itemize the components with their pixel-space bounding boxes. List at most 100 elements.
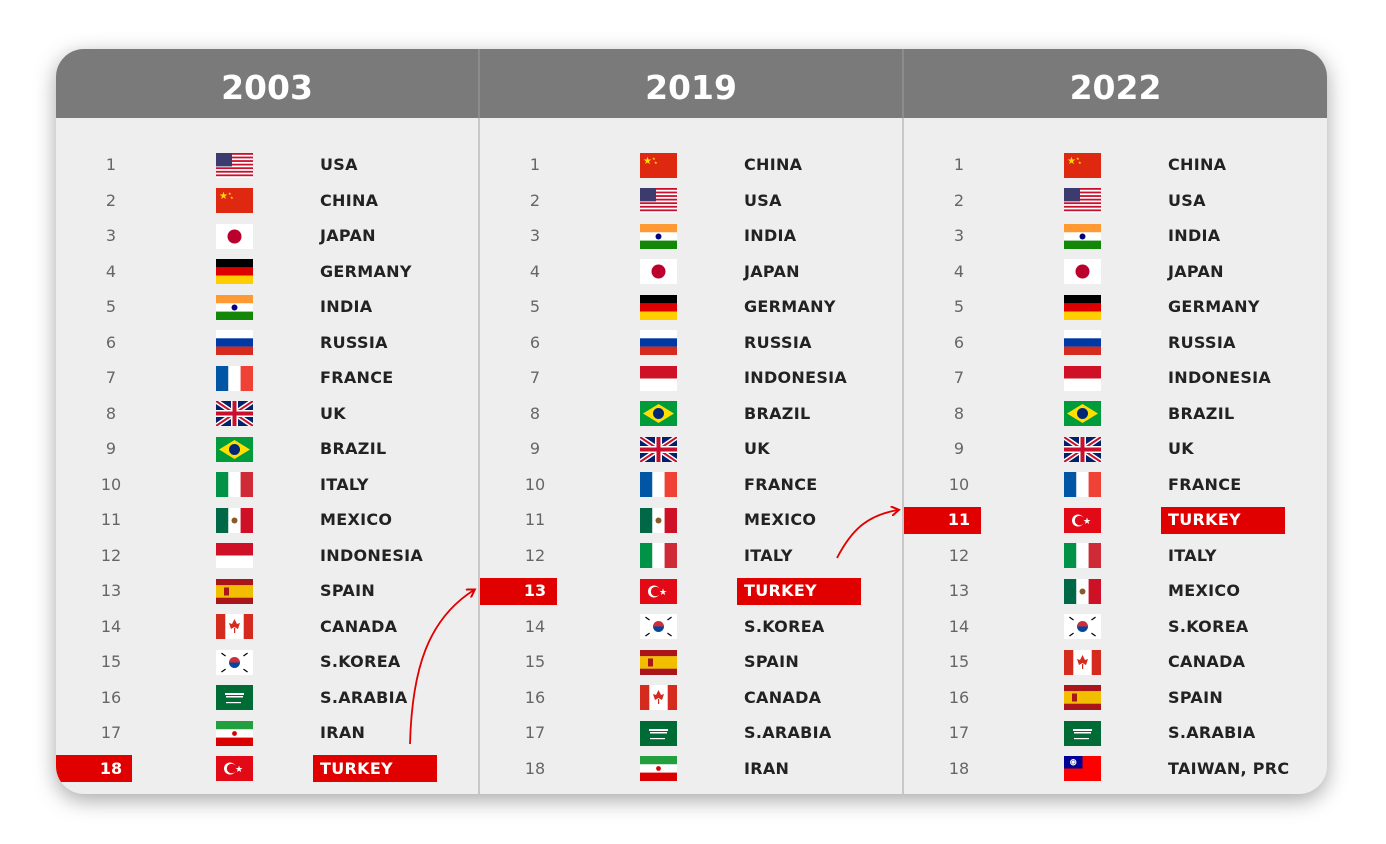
uk-flag <box>216 401 253 426</box>
highlight-name-bar <box>313 755 437 782</box>
country-name: RUSSIA <box>320 332 388 352</box>
country-name: USA <box>1168 190 1206 210</box>
country-name: MEXICO <box>320 510 393 529</box>
china-flag: ★ ★ ★ <box>640 152 677 178</box>
italy-flag <box>216 472 253 497</box>
rank-number: 2 <box>529 190 541 210</box>
rank-number: 11 <box>947 510 971 529</box>
russia-flag <box>216 330 253 355</box>
header-divider <box>902 49 904 118</box>
country-name: CHINA <box>1168 155 1227 174</box>
country-name: ITALY <box>744 545 793 565</box>
country-name: SPAIN <box>1168 687 1224 707</box>
svg-text:★: ★ <box>652 156 656 161</box>
country-name: S.ARABIA <box>320 687 408 707</box>
year-heading-2019: 2019 <box>645 68 737 107</box>
us-flag <box>216 152 253 178</box>
country-name: JAPAN <box>744 261 800 281</box>
germany-flag <box>1064 294 1101 320</box>
rank-number: 14 <box>948 616 970 636</box>
germany-flag <box>216 259 253 284</box>
country-name: CANADA <box>1168 652 1246 671</box>
indonesia-flag <box>216 543 253 568</box>
country-name: ITALY <box>1168 545 1217 565</box>
country-name: GERMANY <box>320 261 412 281</box>
svg-text:★: ★ <box>1078 160 1082 165</box>
country-name: TURKEY <box>1168 510 1241 529</box>
rank-number: 12 <box>100 545 122 565</box>
year-heading-2003: 2003 <box>221 68 313 107</box>
china-flag: ★ ★ ★ <box>216 188 253 213</box>
country-name: INDIA <box>1168 226 1221 245</box>
rank-number: 7 <box>529 368 541 387</box>
rank-number: 3 <box>529 226 541 245</box>
rank-change-arrow-icon <box>409 590 474 745</box>
rank-number: 17 <box>100 723 122 742</box>
highlight-name-bar <box>737 577 861 605</box>
rank-number: 10 <box>524 474 546 494</box>
country-name: SPAIN <box>320 581 376 600</box>
country-name: TURKEY <box>744 581 817 600</box>
rank-number: 4 <box>529 261 541 281</box>
country-name: GERMANY <box>1168 297 1260 316</box>
japan-flag <box>640 259 677 284</box>
spain-flag <box>1064 685 1101 710</box>
mexico-flag <box>1064 578 1101 604</box>
rank-number: 4 <box>105 261 117 281</box>
country-name: S.ARABIA <box>744 723 832 742</box>
rank-number: 14 <box>100 616 122 636</box>
rank-number: 5 <box>953 297 965 316</box>
rank-number: 18 <box>948 758 970 778</box>
country-name: TAIWAN, PRC <box>1168 758 1290 778</box>
indonesia-flag <box>1064 365 1101 391</box>
taiwan-flag <box>1064 756 1101 781</box>
rank-number: 18 <box>99 758 123 778</box>
country-name: UK <box>320 403 346 423</box>
country-name: JAPAN <box>320 226 376 245</box>
france-flag <box>216 365 253 391</box>
rank-number: 17 <box>524 723 546 742</box>
country-name: USA <box>744 190 782 210</box>
country-name: MEXICO <box>1168 581 1241 600</box>
rank-number: 12 <box>524 545 546 565</box>
canada-flag <box>1064 649 1101 675</box>
us-flag <box>1064 188 1101 213</box>
rank-number: 10 <box>100 474 122 494</box>
rank-number: 15 <box>948 652 970 671</box>
japan-flag <box>216 223 253 249</box>
rank-number: 1 <box>105 155 117 174</box>
rank-number: 8 <box>105 403 117 423</box>
svg-text:★: ★ <box>643 156 652 167</box>
rank-number: 13 <box>523 581 547 600</box>
saudi-arabia-flag <box>640 720 677 746</box>
rank-number: 13 <box>948 581 970 600</box>
rank-number: 9 <box>529 439 541 458</box>
country-name: BRAZIL <box>320 439 387 458</box>
rank-number: 6 <box>105 332 117 352</box>
rank-number: 5 <box>105 297 117 316</box>
rank-number: 8 <box>953 403 965 423</box>
svg-text:★: ★ <box>228 191 232 196</box>
highlight-rank-bar <box>904 506 981 534</box>
country-name: UK <box>1168 439 1194 458</box>
rank-number: 14 <box>524 616 546 636</box>
iran-flag <box>216 720 253 746</box>
us-flag <box>640 188 677 213</box>
country-name: CHINA <box>320 190 379 210</box>
svg-text:★: ★ <box>1067 156 1076 167</box>
country-name: BRAZIL <box>1168 403 1235 423</box>
spain-flag <box>640 649 677 675</box>
header-bar <box>56 49 1327 118</box>
country-name: FRANCE <box>1168 474 1242 494</box>
germany-flag <box>640 294 677 320</box>
rank-number: 2 <box>953 190 965 210</box>
svg-text:★: ★ <box>1076 156 1080 161</box>
rank-number: 12 <box>948 545 970 565</box>
rank-number: 10 <box>948 474 970 494</box>
svg-text:★: ★ <box>659 588 667 598</box>
turkey-flag: ★ <box>1064 507 1101 533</box>
country-name: CANADA <box>320 616 398 636</box>
uk-flag <box>1064 436 1101 462</box>
highlight-rank-bar <box>56 755 132 782</box>
turkey-flag: ★ <box>640 578 677 604</box>
